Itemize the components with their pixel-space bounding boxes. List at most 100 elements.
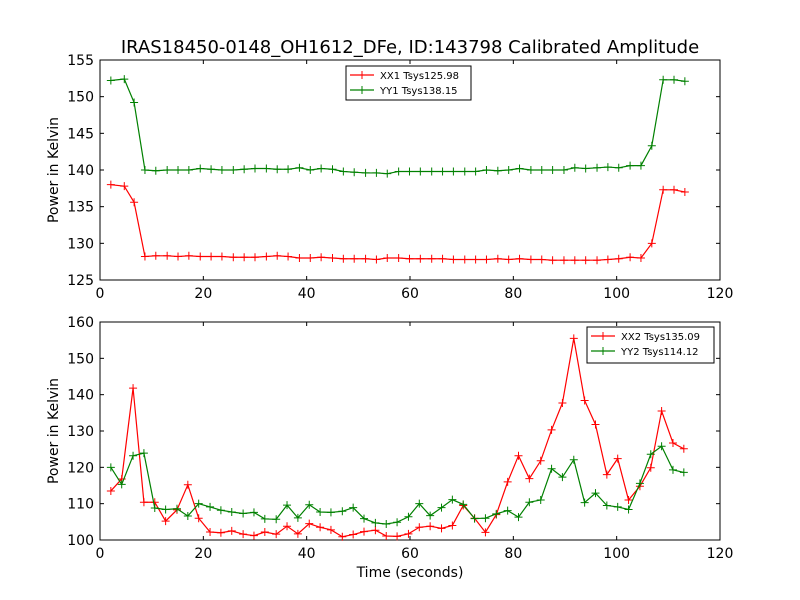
legend-box: [345, 65, 472, 101]
data-point: [196, 252, 205, 261]
data-point: [591, 489, 600, 498]
x-tick-label: 0: [96, 546, 105, 562]
data-point: [613, 502, 622, 511]
top-plot: 0 20 40 60 80 100 120 125 130 135 140 145 150 155 Powe…: [46, 53, 733, 302]
data-point: [240, 253, 249, 262]
data-point: [493, 166, 502, 175]
data-point: [306, 166, 315, 174]
data-point: [207, 252, 216, 261]
data-point: [184, 251, 193, 260]
data-point: [184, 166, 193, 174]
data-point: [460, 167, 469, 176]
data-point: [130, 98, 139, 107]
series-1: [106, 442, 688, 529]
data-point: [404, 512, 413, 521]
data-point: [670, 185, 679, 194]
data-point: [405, 167, 414, 176]
data-point: [372, 168, 381, 177]
data-point: [659, 185, 668, 194]
data-point: [216, 506, 225, 515]
data-point: [129, 384, 138, 393]
x-tick-label: 120: [707, 546, 734, 562]
data-point: [120, 75, 129, 84]
data-point: [117, 480, 126, 489]
data-point: [139, 498, 148, 507]
data-point: [593, 256, 602, 265]
data-point: [626, 253, 635, 262]
data-point: [382, 520, 391, 529]
data-point: [140, 166, 149, 174]
data-point: [163, 166, 172, 174]
legend-marker: [358, 71, 366, 79]
data-point: [470, 514, 479, 523]
legend-marker: [358, 86, 366, 94]
data-point: [394, 167, 403, 176]
data-point: [635, 479, 644, 488]
data-point: [239, 509, 248, 518]
data-point: [360, 514, 369, 523]
x-tick-label: 120: [707, 286, 734, 302]
data-point: [273, 165, 282, 174]
data-point: [272, 515, 281, 524]
data-point: [437, 503, 446, 512]
data-point: [229, 166, 238, 174]
data-point: [492, 509, 501, 518]
data-point: [372, 255, 381, 264]
data-point: [427, 254, 436, 263]
series-1: [106, 75, 689, 178]
data-point: [449, 255, 458, 264]
data-point: [338, 507, 347, 516]
data-point: [339, 254, 348, 263]
data-point: [613, 454, 622, 463]
data-point: [636, 161, 645, 170]
data-point: [515, 164, 524, 173]
data-point: [316, 523, 325, 532]
data-point: [624, 496, 633, 505]
data-point: [525, 498, 534, 507]
data-point: [383, 254, 392, 262]
data-point: [493, 254, 502, 263]
x-tick-label: 80: [504, 546, 522, 562]
data-point: [305, 519, 314, 528]
y-tick-label: 150: [67, 351, 94, 367]
y-axis-label: Power in Kelvin: [46, 117, 62, 223]
data-point: [326, 525, 335, 534]
data-point: [251, 164, 259, 173]
data-point: [284, 252, 293, 261]
data-point: [174, 166, 183, 174]
data-point: [558, 399, 567, 408]
data-point: [602, 470, 611, 479]
bottom-plot: 0 20 40 60 80 100 120 100 110 120 130 140 150 160 Powe…: [46, 315, 733, 581]
data-point: [338, 532, 347, 541]
data-point: [659, 75, 668, 84]
data-point: [262, 252, 271, 261]
data-point: [657, 442, 666, 451]
data-point: [559, 166, 568, 174]
data-point: [151, 166, 160, 175]
data-point: [438, 167, 447, 176]
data-point: [670, 75, 679, 84]
data-point: [415, 523, 424, 532]
data-point: [593, 163, 602, 172]
data-point: [460, 255, 469, 264]
data-point: [569, 455, 578, 464]
data-point: [106, 486, 115, 495]
series-line: [110, 184, 685, 261]
data-point: [216, 528, 225, 537]
y-tick-label: 160: [67, 315, 94, 331]
data-point: [129, 451, 138, 460]
data-point: [537, 255, 546, 264]
data-point: [668, 465, 677, 474]
data-point: [295, 254, 304, 262]
y-tick-label: 130: [67, 424, 94, 440]
data-point: [140, 252, 149, 261]
data-point: [183, 480, 192, 489]
data-point: [426, 522, 435, 531]
data-point: [295, 163, 304, 172]
data-point: [514, 513, 523, 522]
data-point: [602, 501, 611, 510]
y-tick-label: 155: [67, 53, 94, 69]
data-point: [537, 166, 546, 174]
data-point: [459, 500, 468, 509]
